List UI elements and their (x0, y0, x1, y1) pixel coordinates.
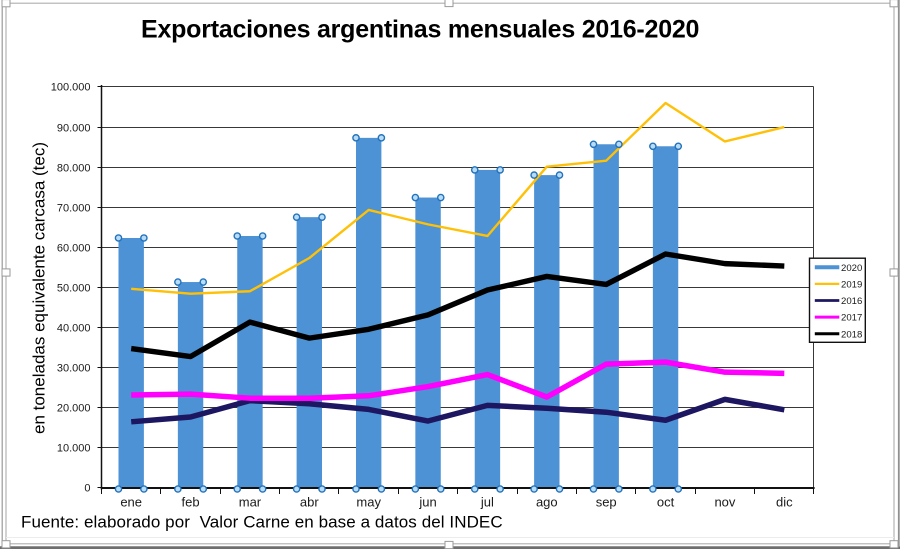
svg-text:100.000: 100.000 (51, 82, 91, 94)
svg-text:2020: 2020 (841, 263, 862, 274)
svg-text:0: 0 (84, 483, 90, 495)
svg-text:80.000: 80.000 (57, 163, 91, 175)
svg-text:Exportaciones argentinas mensu: Exportaciones argentinas mensuales 2016-… (141, 16, 699, 44)
svg-text:70.000: 70.000 (57, 203, 91, 215)
svg-text:50.000: 50.000 (57, 283, 91, 295)
svg-text:jun: jun (418, 495, 436, 510)
svg-text:40.000: 40.000 (57, 323, 91, 335)
svg-text:30.000: 30.000 (57, 363, 91, 375)
svg-text:90.000: 90.000 (57, 123, 91, 135)
svg-text:abr: abr (300, 495, 319, 510)
svg-text:10.000: 10.000 (57, 443, 91, 455)
svg-text:ago: ago (536, 495, 558, 510)
svg-text:ene: ene (120, 495, 142, 510)
svg-text:2018: 2018 (841, 329, 862, 340)
svg-text:may: may (356, 495, 381, 510)
svg-text:oct: oct (657, 495, 675, 510)
svg-text:nov: nov (714, 495, 735, 510)
svg-text:60.000: 60.000 (57, 243, 91, 255)
svg-text:en toneladas equivalente carca: en toneladas equivalente carcasa (tec) (29, 142, 48, 434)
svg-text:2016: 2016 (841, 296, 862, 307)
svg-text:mar: mar (239, 495, 262, 510)
svg-text:Fuente: elaborado por Valor C: Fuente: elaborado por Valor Carne en bas… (21, 513, 503, 532)
svg-text:sep: sep (596, 495, 617, 510)
svg-text:dic: dic (776, 495, 793, 510)
svg-text:20.000: 20.000 (57, 403, 91, 415)
svg-text:2019: 2019 (841, 280, 862, 291)
svg-text:feb: feb (182, 495, 200, 510)
svg-text:2017: 2017 (841, 313, 862, 324)
svg-text:jul: jul (480, 495, 494, 510)
